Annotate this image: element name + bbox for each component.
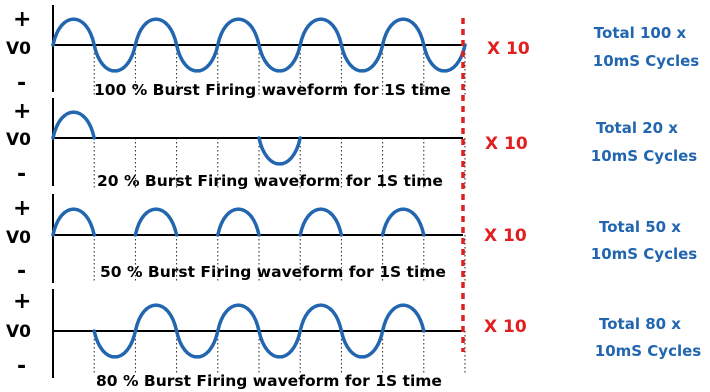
waveform-caption: 20 % Burst Firing waveform for 1S time bbox=[97, 172, 443, 190]
positive-half-cycle bbox=[51, 17, 96, 47]
v0-label: V0 bbox=[6, 228, 31, 248]
positive-half-cycle bbox=[51, 207, 96, 237]
positive-half-cycle bbox=[380, 17, 426, 47]
waveform-caption: 80 % Burst Firing waveform for 1S time bbox=[96, 372, 442, 390]
multiplier-label: X 10 bbox=[484, 317, 527, 337]
total-cycles-line2: 10mS Cycles bbox=[591, 245, 698, 263]
positive-half-cycle bbox=[216, 17, 261, 47]
negative-half-cycle bbox=[174, 329, 220, 359]
negative-half-cycle bbox=[257, 43, 302, 73]
positive-half-cycle bbox=[298, 207, 344, 237]
v0-label: V0 bbox=[6, 39, 31, 59]
minus-label: - bbox=[17, 71, 26, 96]
positive-half-cycle bbox=[380, 207, 426, 237]
multiplier-label: X 10 bbox=[485, 134, 528, 154]
multiplier-label: X 10 bbox=[484, 226, 527, 246]
negative-half-cycle bbox=[174, 43, 220, 73]
negative-half-cycle bbox=[257, 329, 302, 359]
total-cycles-line2: 10mS Cycles bbox=[591, 147, 698, 165]
positive-half-cycle bbox=[51, 110, 96, 140]
total-cycles-line2: 10mS Cycles bbox=[595, 342, 702, 360]
panel-20-percent: + V0 - 20 % Burst Firing waveform for 1S… bbox=[6, 99, 697, 190]
negative-half-cycle bbox=[257, 136, 302, 166]
positive-half-cycle bbox=[380, 303, 426, 333]
minus-label: - bbox=[17, 162, 26, 187]
total-cycles-line2: 10mS Cycles bbox=[593, 52, 700, 70]
plus-label: + bbox=[13, 7, 31, 32]
negative-half-cycle bbox=[339, 329, 385, 359]
positive-half-cycle bbox=[298, 303, 344, 333]
positive-half-cycle bbox=[133, 17, 179, 47]
positive-half-cycle bbox=[133, 303, 179, 333]
plus-label: + bbox=[13, 99, 31, 124]
total-cycles-line1: Total 50 x bbox=[599, 218, 681, 236]
negative-half-cycle bbox=[92, 43, 138, 73]
panel-80-percent: + V0 - 80 % Burst Firing waveform for 1S… bbox=[6, 289, 701, 390]
positive-half-cycle bbox=[216, 207, 261, 237]
total-cycles-line1: Total 100 x bbox=[594, 24, 687, 42]
panel-100-percent: + V0 - 100 % Burst Firing waveform for 1… bbox=[6, 7, 699, 99]
v0-label: V0 bbox=[6, 322, 31, 342]
plus-label: + bbox=[13, 196, 31, 221]
positive-half-cycle bbox=[216, 303, 261, 333]
minus-label: - bbox=[17, 259, 26, 284]
plus-label: + bbox=[13, 289, 31, 314]
negative-half-cycle bbox=[339, 43, 385, 73]
v0-label: V0 bbox=[6, 130, 31, 150]
negative-half-cycle bbox=[422, 43, 467, 73]
waveform-caption: 100 % Burst Firing waveform for 1S time bbox=[94, 81, 451, 99]
total-cycles-line1: Total 80 x bbox=[599, 315, 681, 333]
positive-half-cycle bbox=[298, 17, 344, 47]
multiplier-label: X 10 bbox=[487, 39, 530, 59]
minus-label: - bbox=[17, 354, 26, 379]
panel-50-percent: + V0 - 50 % Burst Firing waveform for 1S… bbox=[6, 196, 697, 284]
negative-half-cycle bbox=[92, 329, 138, 359]
positive-half-cycle bbox=[133, 207, 179, 237]
total-cycles-line1: Total 20 x bbox=[596, 119, 678, 137]
waveform-geometry bbox=[51, 5, 467, 378]
waveform-caption: 50 % Burst Firing waveform for 1S time bbox=[100, 263, 446, 281]
